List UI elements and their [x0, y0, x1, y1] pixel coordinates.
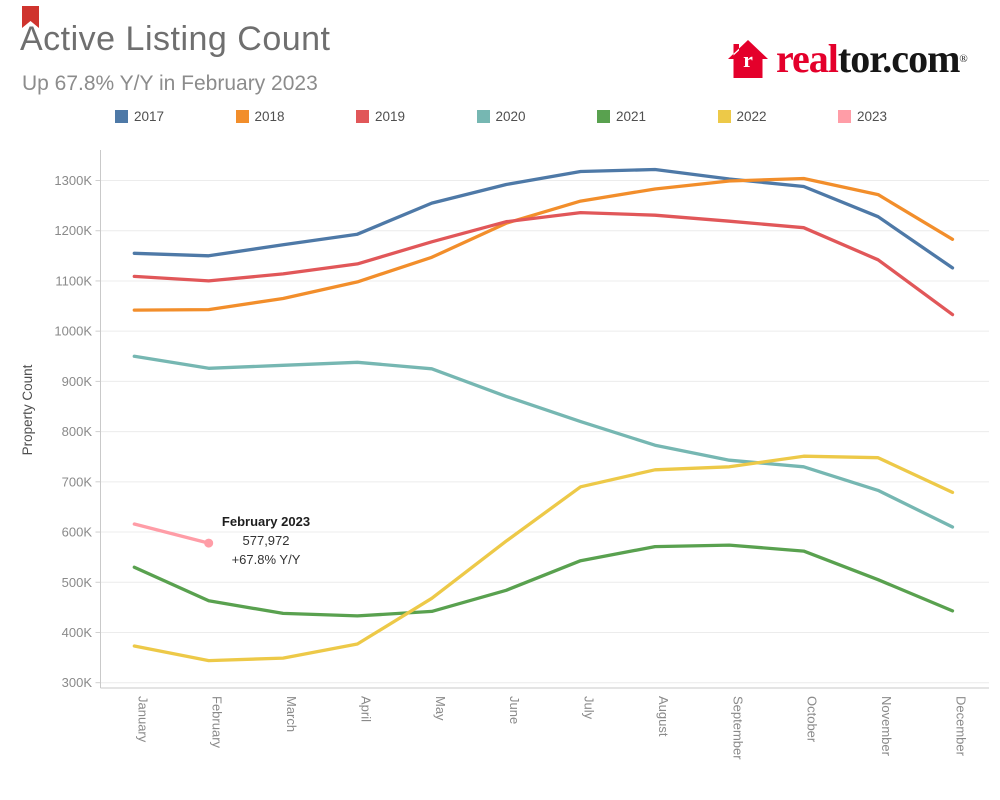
legend-swatch-2022	[717, 110, 731, 123]
realtor-house-icon: r	[728, 40, 768, 78]
y-tick-label: 700K	[62, 474, 93, 489]
annotation-change: +67.8% Y/Y	[231, 552, 301, 567]
annotation-feb-2023: February 2023 577,972 +67.8% Y/Y	[202, 512, 330, 569]
legend-label: 2022	[736, 109, 767, 124]
legend-swatch-2018	[235, 110, 249, 123]
legend-swatch-2023	[838, 110, 851, 123]
y-tick-label: 600K	[62, 525, 93, 540]
legend-item-2021[interactable]: 2021	[597, 109, 646, 124]
x-tick-label-september: September	[730, 696, 745, 760]
legend-swatch-2019	[356, 110, 369, 123]
marker-feb-2023[interactable]	[204, 538, 214, 548]
x-tick-label-november: November	[879, 696, 894, 757]
x-tick-label-february: February	[210, 696, 225, 749]
y-axis-title: Property Count	[20, 364, 35, 455]
annotation-value: 577,972	[242, 533, 290, 548]
legend-item-2017[interactable]: 2017	[115, 109, 164, 124]
x-tick-label-july: July	[582, 696, 597, 720]
legend-item-2023[interactable]: 2023	[838, 109, 887, 124]
legend-label: 2017	[134, 109, 165, 124]
legend-swatch-2021	[597, 110, 610, 123]
logo-text-real: real	[776, 36, 839, 81]
x-tick-label-december: December	[953, 696, 968, 757]
logo-text-torcom: tor.com	[837, 36, 960, 81]
x-tick-label-january: January	[135, 696, 150, 743]
legend-swatch-2020	[476, 110, 490, 123]
series-line-2020[interactable]	[132, 354, 955, 529]
legend-item-2018[interactable]: 2018	[235, 109, 285, 124]
legend-label: 2019	[375, 109, 406, 124]
legend-label: 2021	[616, 109, 647, 124]
series-line-2022[interactable]	[132, 454, 955, 663]
registered-mark: ®	[959, 53, 968, 65]
y-tick-label: 500K	[62, 575, 93, 590]
y-tick-label: 300K	[62, 675, 93, 690]
legend-swatch-2017	[115, 110, 128, 123]
x-tick-label-may: May	[433, 696, 448, 721]
series-line-2018[interactable]	[132, 176, 955, 312]
y-tick-label: 1100K	[55, 273, 92, 288]
y-tick-label: 400K	[62, 625, 93, 640]
page-subtitle: Up 67.8% Y/Y in February 2023	[22, 72, 318, 95]
x-tick-label-june: June	[507, 696, 522, 724]
x-tick-label-august: August	[656, 696, 671, 737]
legend-label: 2023	[857, 109, 888, 124]
legend-label: 2020	[495, 109, 526, 124]
y-tick-label: 1300K	[54, 173, 92, 188]
series-line-2019[interactable]	[132, 210, 955, 317]
x-tick-label-october: October	[805, 696, 820, 743]
red-bookmark-icon	[22, 6, 39, 28]
legend-item-2019[interactable]: 2019	[356, 109, 405, 124]
y-tick-label: 1200K	[54, 223, 92, 238]
legend-label: 2018	[254, 109, 285, 124]
y-tick-label: 1000K	[54, 324, 92, 339]
series-line-2017[interactable]	[132, 167, 955, 270]
legend-item-2020[interactable]: 2020	[476, 109, 526, 124]
y-tick-label: 900K	[62, 374, 93, 389]
realtor-logo: r real tor.com ®	[726, 36, 968, 82]
series-line-2023[interactable]	[132, 522, 211, 545]
y-tick-label: 800K	[62, 424, 93, 439]
x-tick-label-march: March	[284, 696, 299, 732]
page-title: Active Listing Count	[20, 20, 331, 58]
house-letter: r	[743, 47, 753, 72]
annotation-title: February 2023	[221, 514, 311, 529]
legend-item-2022[interactable]: 2022	[717, 109, 767, 124]
series-line-2021[interactable]	[132, 543, 955, 618]
x-tick-label-april: April	[358, 696, 373, 722]
